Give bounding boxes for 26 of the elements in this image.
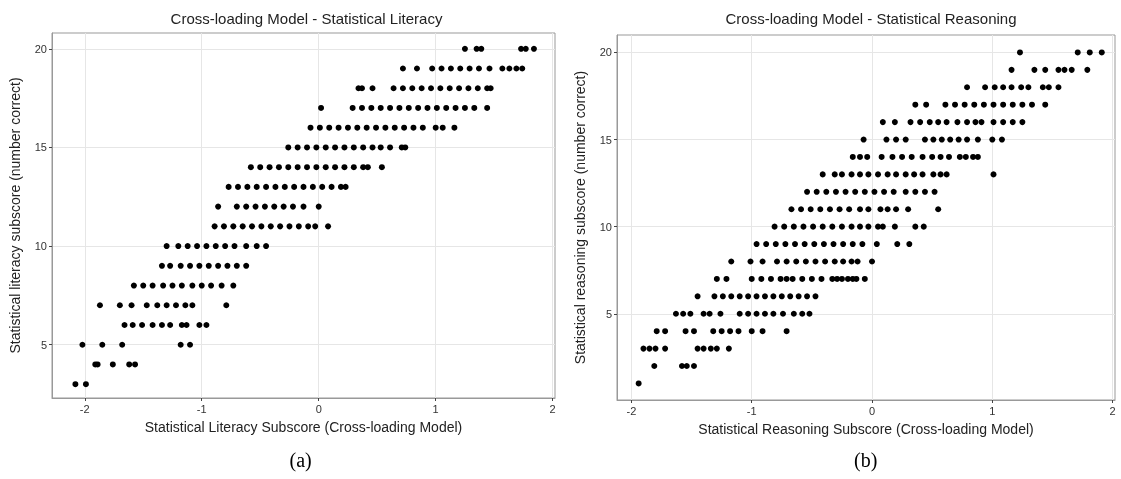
x-tick-label: 2 [549, 402, 556, 415]
chart-title: Cross-loading Model - Statistical Reasoning [725, 10, 1017, 27]
y-tick-label: 20 [599, 46, 612, 59]
y-tick-label: 10 [34, 240, 47, 253]
x-axis-title: Statistical Literacy Subscore (Cross-loading Model) [144, 419, 463, 435]
chart-title: Cross-loading Model - Statistical Literacy [170, 10, 443, 27]
x-tick-label: -1 [746, 404, 757, 417]
x-tick-label: 0 [868, 404, 876, 417]
x-tick-label: 2 [1109, 404, 1116, 417]
x-tick-label: 1 [432, 402, 439, 415]
y-tick-label: 5 [40, 338, 47, 351]
text: (b) [854, 449, 878, 472]
y-axis-title: Statistical literacy subscore (number correct) [7, 77, 23, 354]
y-tick-label: 15 [34, 141, 47, 154]
x-tick-label: 0 [315, 402, 322, 415]
y-tick-label: 15 [599, 133, 612, 146]
x-tick-label: -1 [196, 402, 207, 415]
y-tick-label: 10 [599, 220, 612, 233]
x-tick-label: -2 [79, 402, 90, 415]
y-tick-label: 20 [34, 42, 47, 55]
text: (a) [289, 449, 312, 472]
y-tick-label: 5 [605, 307, 612, 320]
x-tick-label: -2 [626, 404, 637, 417]
x-axis-title: Statistical Reasoning Subscore (Cross-loading Model) [698, 421, 1034, 437]
x-tick-label: 1 [989, 404, 996, 417]
y-axis-title: Statistical reasoning subscore (number correct) [572, 70, 588, 365]
